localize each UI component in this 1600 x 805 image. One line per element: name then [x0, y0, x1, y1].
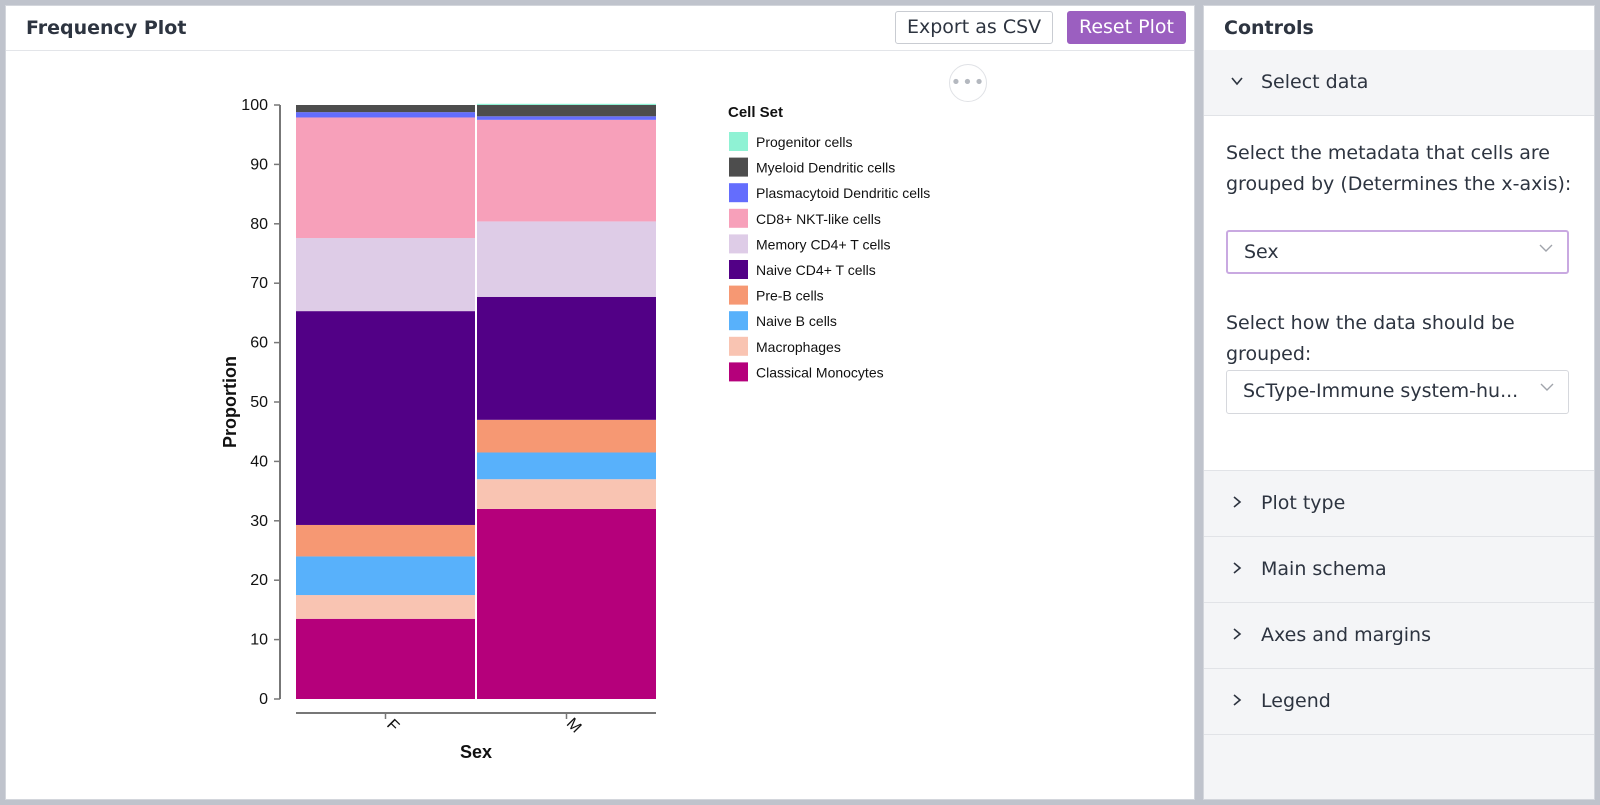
- bar-segment: [477, 452, 656, 480]
- chevron-right-icon: [1230, 625, 1244, 646]
- legend-entry: Classical Monocytes: [756, 364, 884, 380]
- legend-swatch: [729, 132, 748, 151]
- chevron-down-icon: [1230, 72, 1244, 93]
- legend-swatch: [729, 183, 748, 203]
- export-csv-button[interactable]: Export as CSV: [895, 11, 1054, 44]
- chevron-right-icon: [1230, 559, 1244, 580]
- section-label: Plot type: [1261, 492, 1346, 514]
- bar-segment: [296, 595, 475, 619]
- y-tick-label: 20: [250, 572, 268, 589]
- y-tick-label: 70: [250, 275, 268, 292]
- x-axis-title: Sex: [460, 742, 492, 762]
- groupby-label: Select the metadata that cells are group…: [1226, 142, 1572, 195]
- legend-swatch: [729, 208, 748, 228]
- chevron-down-icon: [1540, 379, 1554, 398]
- section-main-schema[interactable]: Main schema: [1204, 537, 1594, 603]
- plot-panel-header: Frequency Plot Export as CSV Reset Plot: [6, 6, 1194, 51]
- section-legend-header[interactable]: Legend: [1204, 669, 1594, 734]
- section-label: Legend: [1261, 690, 1331, 712]
- bar-segment: [477, 296, 656, 420]
- legend-swatch: [729, 311, 748, 331]
- x-tick-label: F: [383, 716, 402, 735]
- y-tick-label: 100: [241, 97, 268, 114]
- legend-swatch: [729, 157, 748, 177]
- frequency-plot-panel: Frequency Plot Export as CSV Reset Plot …: [5, 5, 1195, 800]
- chevron-right-icon: [1230, 493, 1244, 514]
- legend-entry: CD8+ NKT-like cells: [756, 211, 881, 227]
- legend-swatch: [729, 285, 748, 305]
- bar-segment: [296, 524, 475, 557]
- more-options-icon[interactable]: •••: [949, 64, 987, 102]
- bar-segment: [477, 508, 656, 699]
- section-plot-type-header[interactable]: Plot type: [1204, 471, 1594, 536]
- bar-segment: [477, 221, 656, 297]
- reset-plot-button[interactable]: Reset Plot: [1067, 11, 1186, 44]
- bar-segment: [477, 419, 656, 453]
- legend-entry: Naive B cells: [756, 313, 837, 329]
- legend-entry: Memory CD4+ T cells: [756, 236, 890, 252]
- y-tick-label: 90: [250, 156, 268, 173]
- bar-segment: [477, 103, 656, 105]
- y-tick-label: 0: [259, 691, 268, 708]
- chevron-right-icon: [1230, 691, 1244, 712]
- bar-segment: [296, 105, 475, 113]
- section-select-data-header[interactable]: Select data: [1204, 50, 1594, 116]
- section-label: Select data: [1261, 71, 1369, 93]
- legend-entry: Naive CD4+ T cells: [756, 262, 876, 278]
- bar-segment: [477, 479, 656, 509]
- legend-entry: Macrophages: [756, 339, 841, 355]
- controls-panel-header: Controls: [1204, 6, 1594, 51]
- groupby-select[interactable]: Sex: [1226, 230, 1569, 274]
- section-axes-margins-header[interactable]: Axes and margins: [1204, 603, 1594, 668]
- groupby-select-value: Sex: [1244, 241, 1279, 263]
- bar-segment: [296, 556, 475, 596]
- section-legend[interactable]: Legend: [1204, 669, 1594, 735]
- y-tick-label: 50: [250, 394, 268, 411]
- bar-segment: [477, 119, 656, 222]
- section-axes-margins[interactable]: Axes and margins: [1204, 603, 1594, 669]
- y-tick-label: 60: [250, 335, 268, 352]
- grouping-select[interactable]: ScType-Immune system-hu...: [1226, 370, 1569, 414]
- bar-segment: [296, 117, 475, 239]
- bar-segment: [296, 112, 475, 118]
- y-tick-label: 80: [250, 216, 268, 233]
- controls-panel: Controls Select data Select the metadata…: [1203, 5, 1595, 800]
- legend-swatch: [729, 260, 748, 279]
- legend-entry: Myeloid Dendritic cells: [756, 160, 895, 176]
- plot-panel-title: Frequency Plot: [26, 17, 187, 39]
- grouping-label: Select how the data should be grouped:: [1226, 312, 1515, 365]
- section-label: Main schema: [1261, 558, 1387, 580]
- bar-segment: [296, 618, 475, 699]
- grouping-select-value: ScType-Immune system-hu...: [1243, 380, 1519, 402]
- legend-entry: Plasmacytoid Dendritic cells: [756, 185, 930, 201]
- y-tick-label: 10: [250, 632, 268, 649]
- legend-entry: Progenitor cells: [756, 134, 853, 150]
- chevron-down-icon: [1539, 240, 1553, 259]
- bar-segment: [296, 311, 475, 525]
- bar-segment: [296, 238, 475, 312]
- bar-segment: [477, 116, 656, 120]
- section-label: Axes and margins: [1261, 624, 1431, 646]
- legend-swatch: [729, 336, 748, 356]
- legend-title: Cell Set: [728, 104, 783, 121]
- section-select-data: Select data Select the metadata that cel…: [1204, 50, 1594, 471]
- bar-segment: [477, 105, 656, 117]
- legend-entry: Pre-B cells: [756, 288, 824, 304]
- y-axis-title: Proportion: [220, 356, 240, 448]
- controls-panel-title: Controls: [1224, 17, 1314, 39]
- section-main-schema-header[interactable]: Main schema: [1204, 537, 1594, 602]
- y-tick-label: 40: [250, 453, 268, 470]
- y-tick-label: 30: [250, 513, 268, 530]
- section-plot-type[interactable]: Plot type: [1204, 471, 1594, 537]
- legend-swatch: [729, 234, 748, 254]
- legend-swatch: [729, 362, 748, 382]
